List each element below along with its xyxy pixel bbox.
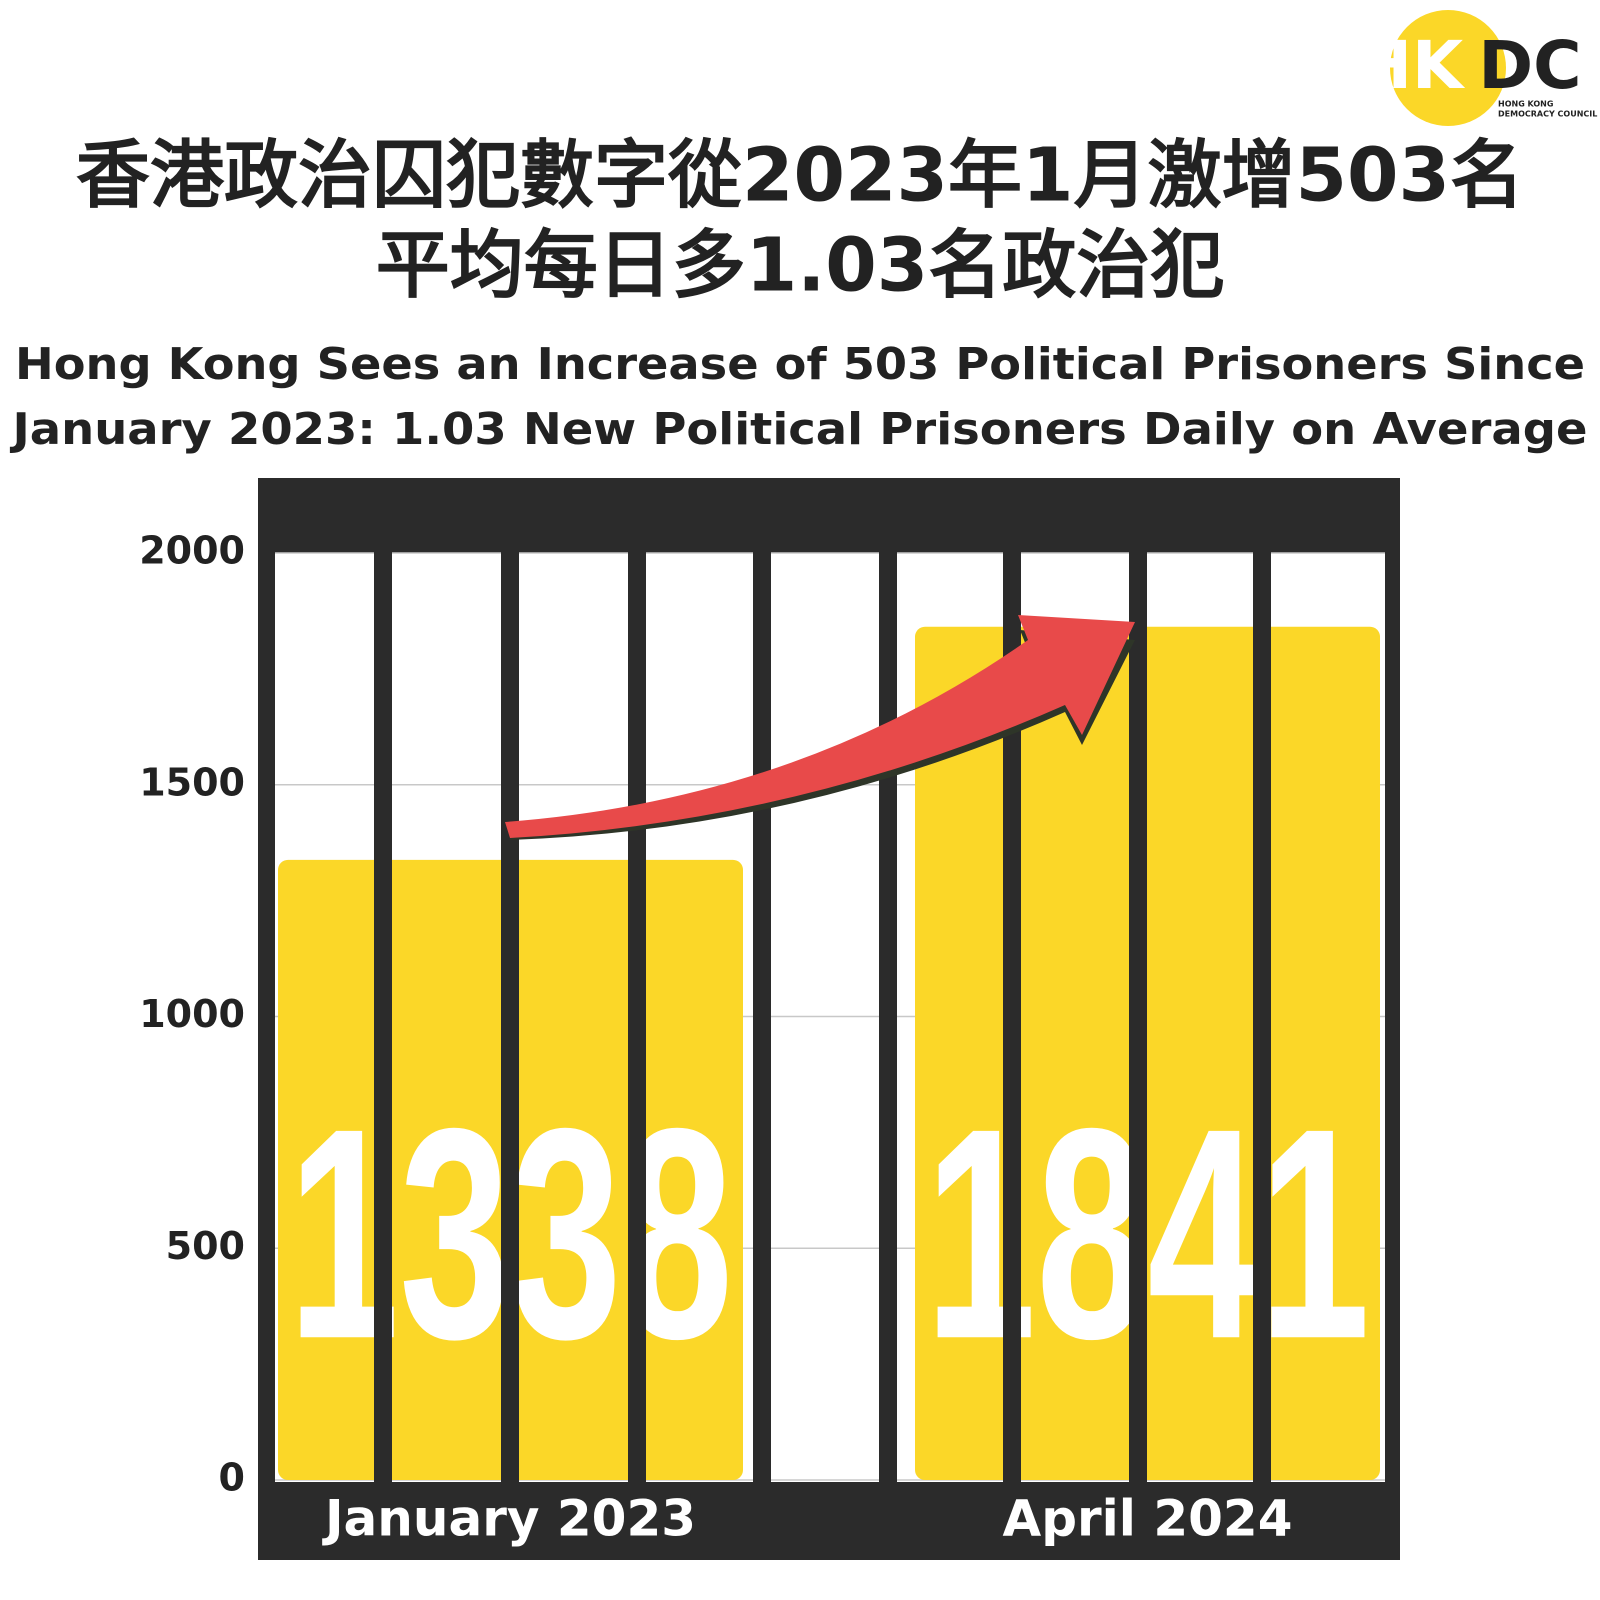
- trend-arrow: [505, 615, 1135, 840]
- x-tick-label: January 2023: [322, 1490, 696, 1548]
- prison-bar: [879, 478, 897, 1482]
- logo-right: DC: [1478, 27, 1581, 104]
- value-label: 1841: [925, 1065, 1370, 1401]
- logo-caption: HONG KONG: [1498, 100, 1553, 109]
- y-tick-label: 0: [219, 1456, 245, 1500]
- prison-bar: [1253, 478, 1271, 1482]
- prison-bar: [628, 478, 646, 1482]
- arrow: [505, 615, 1135, 838]
- y-tick-label: 1000: [139, 992, 245, 1036]
- chart-subtitle: January 2023: 1.03 New Political Prisone…: [9, 404, 1587, 455]
- prison-bar: [753, 478, 771, 1482]
- logo: HK DC HONG KONG DEMOCRACY COUNCIL: [1357, 10, 1597, 126]
- chart-title: 平均每日多1.03名政治犯: [376, 223, 1225, 309]
- y-tick-label: 2000: [139, 529, 245, 573]
- x-tick-label: April 2024: [1003, 1490, 1293, 1548]
- category-band: [258, 1482, 1400, 1560]
- logo-circle: [1390, 10, 1506, 126]
- chart-subtitle: Hong Kong Sees an Increase of 503 Politi…: [15, 339, 1585, 390]
- prison-bar: [1003, 478, 1021, 1482]
- logo-caption: DEMOCRACY COUNCIL: [1498, 110, 1597, 119]
- x-axis: January 2023 April 2024: [322, 1490, 1293, 1548]
- prison-bar: [374, 478, 392, 1482]
- y-axis: 0 500 1000 1500 2000: [139, 529, 245, 1500]
- logo-left: HK: [1357, 27, 1466, 104]
- y-tick-label: 500: [166, 1224, 245, 1268]
- chart-title: 香港政治囚犯數字從2023年1月激增503名: [76, 133, 1524, 219]
- prison-bar: [1129, 478, 1147, 1482]
- y-tick-label: 1500: [139, 760, 245, 804]
- prison-bar: [501, 478, 519, 1482]
